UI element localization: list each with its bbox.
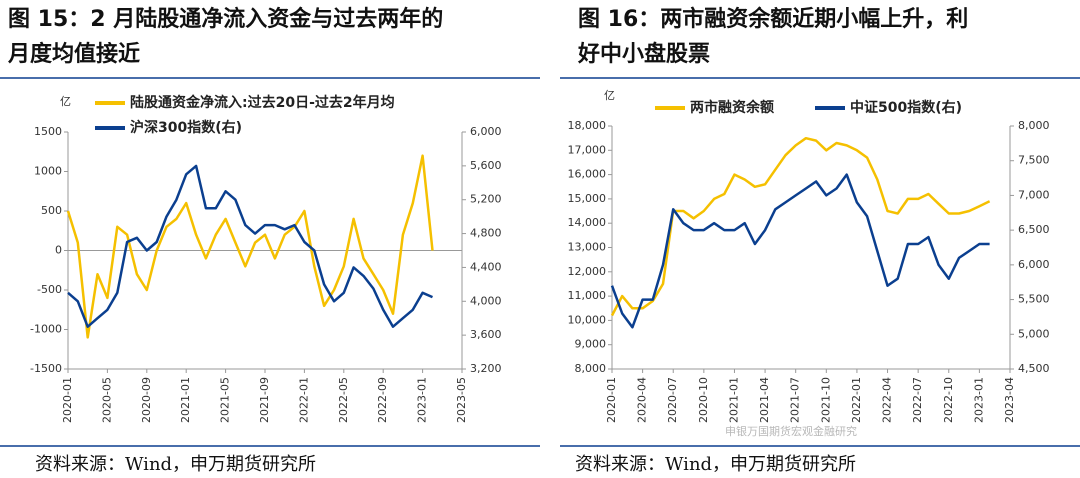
- y2-tick-label: 4,800: [470, 227, 502, 240]
- y-tick-label: -1000: [30, 323, 62, 336]
- y2-tick-label: 3,600: [470, 328, 502, 341]
- y2-tick-label: 8,000: [1018, 119, 1050, 132]
- x-tick-label: 2021-09: [258, 377, 271, 423]
- y-axis-label: 亿: [60, 95, 71, 108]
- x-tick-label: 2021-10: [819, 377, 832, 423]
- y-tick-label: 12,000: [568, 265, 607, 278]
- x-tick-label: 2021-04: [758, 377, 771, 423]
- x-tick-label: 2020-04: [636, 377, 649, 423]
- legend-label: 沪深300指数(右): [130, 119, 242, 136]
- y-tick-label: 9,000: [575, 338, 607, 351]
- chart-title: 月度均值接近: [7, 41, 140, 67]
- y-tick-label: 1500: [34, 125, 62, 138]
- chart-title: 图 16：两市融资余额近期小幅上升，利: [578, 6, 968, 32]
- y-tick-label: 11,000: [568, 289, 607, 302]
- y-tick-label: 13,000: [568, 241, 607, 254]
- legend-label: 陆股通资金净流入:过去20日-过去2年月均: [130, 94, 395, 111]
- x-tick-label: 2022-05: [337, 377, 350, 423]
- x-tick-label: 2022-07: [911, 377, 924, 423]
- x-tick-label: 2020-10: [697, 377, 710, 423]
- y2-tick-label: 4,000: [470, 294, 502, 307]
- x-tick-label: 2020-09: [140, 377, 153, 423]
- y2-tick-label: 4,500: [1018, 362, 1050, 375]
- y-tick-label: 8,000: [575, 362, 607, 375]
- series-line: [610, 136, 991, 317]
- y-tick-label: 15,000: [568, 192, 607, 205]
- x-tick-label: 2022-01: [850, 377, 863, 423]
- y-tick-label: 10,000: [568, 313, 607, 326]
- x-tick-label: 2020-01: [61, 377, 74, 423]
- y-tick-label: 18,000: [568, 119, 607, 132]
- y-tick-label: 0: [55, 244, 62, 257]
- series-line: [66, 154, 434, 339]
- x-tick-label: 2022-04: [881, 377, 894, 423]
- x-tick-label: 2023-05: [455, 377, 468, 423]
- x-tick-label: 2020-05: [100, 377, 113, 423]
- y-axis-label: 亿: [604, 89, 615, 102]
- x-tick-label: 2021-05: [219, 377, 232, 423]
- x-tick-label: 2022-10: [942, 377, 955, 423]
- y2-tick-label: 5,500: [1018, 293, 1050, 306]
- y-tick-label: 1000: [34, 165, 62, 178]
- y-tick-label: -500: [37, 283, 62, 296]
- y2-tick-label: 7,000: [1018, 188, 1050, 201]
- legend-label: 两市融资余额: [690, 99, 774, 116]
- x-tick-label: 2022-01: [297, 377, 310, 423]
- y-tick-label: 500: [41, 204, 62, 217]
- y2-tick-label: 4,400: [470, 260, 502, 273]
- source: 资料来源：Wind，申万期货研究所: [35, 454, 316, 475]
- chart-title: 好中小盘股票: [577, 41, 710, 67]
- y-tick-label: 16,000: [568, 168, 607, 181]
- series-line: [67, 164, 433, 328]
- x-tick-label: 2023-04: [1003, 377, 1016, 423]
- y2-tick-label: 5,200: [470, 193, 502, 206]
- source: 资料来源：Wind，申万期货研究所: [575, 454, 856, 475]
- y-tick-label: -1500: [30, 362, 62, 375]
- x-tick-label: 2021-07: [789, 377, 802, 423]
- x-tick-label: 2020-01: [605, 377, 618, 423]
- watermark: 申银万国期货宏观金融研究: [725, 424, 857, 438]
- x-tick-label: 2021-01: [179, 377, 192, 423]
- x-tick-label: 2023-01: [416, 377, 429, 423]
- y2-tick-label: 6,000: [1018, 258, 1050, 271]
- y2-tick-label: 3,200: [470, 362, 502, 375]
- y-tick-label: 14,000: [568, 216, 607, 229]
- chart-title: 图 15：2 月陆股通净流入资金与过去两年的: [8, 6, 443, 32]
- legend-label: 中证500指数(右): [850, 99, 962, 116]
- x-tick-label: 2020-07: [666, 377, 679, 423]
- y2-tick-label: 5,600: [470, 159, 502, 172]
- x-tick-label: 2022-09: [376, 377, 389, 423]
- y-tick-label: 17,000: [568, 143, 607, 156]
- x-tick-label: 2021-01: [727, 377, 740, 423]
- y2-tick-label: 6,500: [1018, 223, 1050, 236]
- series-line: [610, 173, 990, 329]
- y2-tick-label: 5,000: [1018, 327, 1050, 340]
- y2-tick-label: 6,000: [470, 125, 502, 138]
- y2-tick-label: 7,500: [1018, 154, 1050, 167]
- x-tick-label: 2023-01: [972, 377, 985, 423]
